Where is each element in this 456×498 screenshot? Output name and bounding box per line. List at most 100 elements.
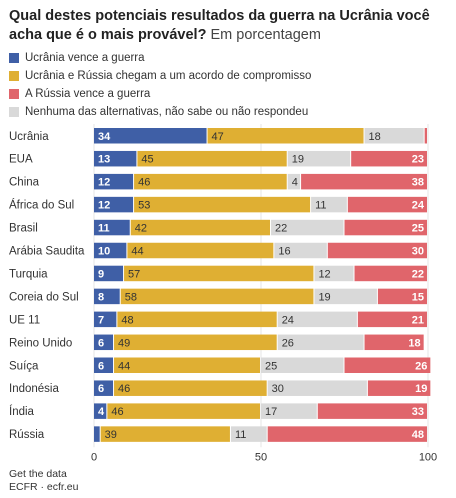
data-label: 23: [412, 154, 424, 166]
data-label: 42: [135, 223, 147, 235]
category-label: Índia: [9, 405, 35, 418]
bar-segment: [114, 357, 260, 373]
data-label: 33: [412, 406, 424, 418]
x-tick-label: 100: [419, 451, 437, 463]
bar-segment: [107, 403, 260, 419]
legend-item-russia-wins: A Rússia vence a guerra: [9, 87, 150, 101]
bar-segment: [94, 334, 114, 351]
x-tick-label: 50: [255, 451, 267, 463]
data-label: 57: [128, 268, 140, 280]
bar-segment: [94, 311, 117, 328]
data-label: 9: [98, 268, 104, 280]
data-label: 16: [278, 246, 290, 258]
bar-segment: [134, 173, 287, 190]
data-label: 13: [98, 154, 110, 166]
legend-swatch-ukraine-wins: [9, 53, 19, 63]
bar-segment: [314, 288, 377, 305]
legend-swatch-russia-wins: [9, 89, 19, 99]
data-label: 22: [412, 268, 424, 280]
category-label: Ucrânia: [9, 131, 49, 143]
data-label: 21: [412, 314, 424, 326]
data-label: 46: [118, 383, 130, 395]
data-label: 18: [369, 131, 381, 143]
category-label: UE 11: [9, 314, 40, 326]
data-label: 15: [412, 291, 424, 303]
bar-segment: [277, 334, 364, 351]
legend-item-none: Nenhuma das alternativas, não sabe ou nã…: [9, 105, 308, 119]
data-label: 12: [318, 268, 330, 280]
bar-segment: [114, 380, 267, 396]
data-label: 4: [98, 406, 105, 418]
bar-segment: [347, 196, 427, 213]
bar-segment: [344, 357, 431, 373]
category-label: Arábia Saudita: [9, 246, 85, 258]
bar-segment: [364, 128, 424, 144]
bar-segment: [277, 311, 357, 328]
data-label: 6: [98, 337, 104, 349]
data-label: 10: [98, 246, 110, 258]
bar-segment: [377, 288, 427, 305]
category-label: EUA: [9, 154, 33, 166]
bar-segment: [344, 219, 427, 236]
data-label: 46: [138, 177, 150, 189]
data-label: 25: [265, 360, 277, 372]
data-label: 26: [282, 337, 294, 349]
x-tick-label: 0: [91, 451, 97, 463]
bar-segment: [317, 403, 427, 419]
bar-segment: [94, 288, 120, 305]
bar-segment: [94, 265, 124, 282]
data-label: 46: [111, 406, 123, 418]
bar-segment: [351, 150, 427, 167]
category-label: China: [9, 177, 40, 189]
data-label: 19: [292, 154, 304, 166]
data-label: 12: [98, 200, 110, 212]
data-label: 49: [118, 337, 130, 349]
bar-segment: [271, 219, 344, 236]
bar-segment: [94, 403, 107, 419]
bar-segment: [117, 311, 277, 328]
data-label: 26: [415, 360, 427, 372]
category-label: Rússia: [9, 429, 45, 441]
data-label: 53: [138, 200, 150, 212]
bar-segment: [261, 357, 344, 373]
data-label: 4: [292, 177, 298, 189]
legend-label-ukraine-wins: Ucrânia vence a guerra: [25, 52, 145, 64]
bar-segment: [367, 380, 431, 396]
bar-segment: [120, 288, 314, 305]
bar-segment: [124, 265, 314, 282]
category-label: África do Sul: [9, 199, 74, 212]
data-label: 45: [141, 154, 153, 166]
bar-segment: [137, 150, 287, 167]
data-label: 48: [121, 314, 133, 326]
bar-segment: [100, 426, 230, 442]
data-label: 25: [412, 223, 424, 235]
legend-item-compromise: Ucrânia e Rússia chegam a um acordo de c…: [9, 69, 311, 83]
data-label: 38: [412, 177, 424, 189]
data-label: 30: [412, 246, 424, 258]
data-label: 22: [275, 223, 287, 235]
bar-segment: [134, 196, 311, 213]
data-label: 12: [98, 177, 110, 189]
bar-segment: [327, 242, 427, 259]
legend-swatch-compromise: [9, 71, 19, 81]
get-the-data-link[interactable]: Get the data: [9, 468, 67, 480]
data-label: 17: [265, 406, 277, 418]
bar-segment: [94, 219, 130, 236]
bar-segment: [114, 334, 277, 351]
bar-segment: [354, 265, 427, 282]
data-label: 19: [415, 383, 427, 395]
legend-label-russia-wins: A Rússia vence a guerra: [25, 88, 151, 100]
chart-title: Qual destes potenciais resultados da gue…: [9, 7, 449, 45]
bar-segment: [130, 219, 271, 236]
legend-swatch-none: [9, 107, 19, 117]
bar-segment: [357, 311, 427, 328]
bar-segment: [94, 426, 100, 442]
data-label: 7: [98, 314, 104, 326]
bar-segment: [311, 196, 347, 213]
data-label: 34: [98, 131, 111, 143]
data-label: 11: [315, 200, 326, 212]
category-label: Suíça: [9, 360, 39, 372]
bar-segment: [364, 334, 424, 351]
bar-segment: [424, 128, 427, 144]
